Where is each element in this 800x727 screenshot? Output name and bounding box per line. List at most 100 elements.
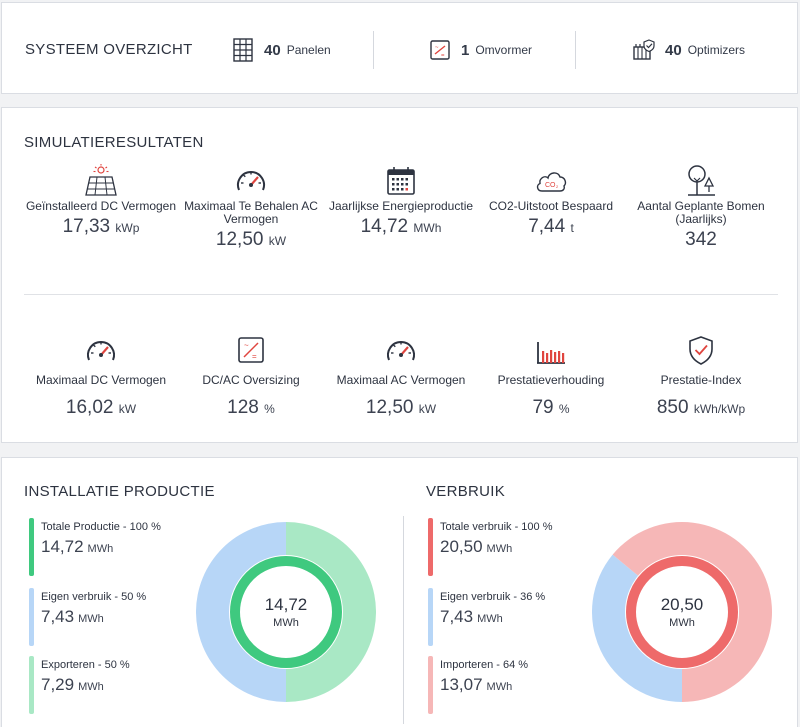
solar-panel-grid-icon xyxy=(233,38,253,62)
section-divider xyxy=(24,294,778,295)
inverters-label: Omvormer xyxy=(475,43,533,57)
metric-performance-index: Prestatie-Index 850 kWh/kWp xyxy=(622,334,780,419)
metric-dc-ac-oversizing: ~ = DC/AC Oversizing 128 % xyxy=(172,334,330,419)
panels-count: 40 xyxy=(264,41,281,59)
svg-text:2: 2 xyxy=(556,184,559,189)
metric-max-dc: Maximaal DC Vermogen 16,02 kW xyxy=(22,334,180,419)
divider xyxy=(575,31,576,69)
simulation-title: SIMULATIERESULTATEN xyxy=(24,134,204,151)
metric-label: Prestatie-Index xyxy=(660,373,742,387)
production-consumption-card: INSTALLATIE PRODUCTIE VERBRUIK Totale Pr… xyxy=(1,457,798,727)
svg-text:CO: CO xyxy=(545,182,556,189)
donut-segment-0[interactable] xyxy=(592,554,682,702)
inverter-icon: ~ = xyxy=(430,40,450,60)
metric-label: CO2-Uitstoot Bespaard xyxy=(488,199,614,213)
optimizers-label: Optimizers xyxy=(687,43,746,57)
svg-text:~: ~ xyxy=(244,341,249,350)
metric-annual-production: Jaarlijkse Energieproductie 14,72 MWh xyxy=(322,164,480,238)
legend-value: 13,07 MWh xyxy=(440,675,513,694)
metric-label: Prestatieverhouding xyxy=(497,373,605,387)
metric-value: 12,50 kW xyxy=(215,229,287,250)
metric-value: 79 % xyxy=(532,397,570,418)
consumption-title: VERBRUIK xyxy=(426,483,506,500)
bar-chart-icon xyxy=(537,342,565,364)
donut-segment-1[interactable] xyxy=(286,522,376,702)
optimizers-count: 40 xyxy=(665,41,682,59)
legend-label: Exporteren - 50 % xyxy=(41,659,130,671)
legend-color-bar xyxy=(29,588,34,646)
svg-text:~: ~ xyxy=(435,45,439,51)
legend-color-bar xyxy=(428,656,433,714)
inverters-stat: ~ = 1 Omvormer xyxy=(427,34,532,66)
metric-value: 128 % xyxy=(227,397,275,418)
consumption-donut-center: 20,50 MWh xyxy=(660,595,704,629)
optimizer-icon xyxy=(633,39,655,60)
simulation-results-card: SIMULATIERESULTATEN Geïnstalleerd DC Ver… xyxy=(1,107,798,443)
metric-trees-planted: Aantal Geplante Bomen (Jaarlijks) 342 xyxy=(622,164,780,251)
legend-color-bar xyxy=(428,588,433,646)
svg-text:=: = xyxy=(441,53,445,59)
legend-label: Totale verbruik - 100 % xyxy=(440,521,553,533)
metric-value: 14,72 MWh xyxy=(360,216,442,237)
legend-self-consumption: Eigen verbruik - 36 % 7,43 MWh xyxy=(428,588,545,646)
metric-value: 17,33 kWp xyxy=(62,216,140,237)
divider xyxy=(373,31,374,69)
metric-performance-ratio: Prestatieverhouding 79 % xyxy=(472,334,630,419)
legend-value: 7,29 MWh xyxy=(41,675,104,694)
legend-self-consumption: Eigen verbruik - 50 % 7,43 MWh xyxy=(29,588,146,646)
legend-color-bar xyxy=(428,518,433,576)
divider xyxy=(403,516,404,724)
metric-label: Maximaal DC Vermogen xyxy=(35,373,167,387)
production-donut-center: 14,72 MWh xyxy=(264,595,308,629)
svg-text:=: = xyxy=(252,352,257,361)
inverters-count: 1 xyxy=(461,41,470,59)
solar-panel-icon xyxy=(85,164,117,196)
legend-label: Importeren - 64 % xyxy=(440,659,529,671)
legend-total-production: Totale Productie - 100 % 14,72 MWh xyxy=(29,518,161,576)
consumption-donut-chart xyxy=(592,522,772,702)
metric-value: 7,44 t xyxy=(528,216,574,237)
metric-label: Maximaal AC Vermogen xyxy=(336,373,466,387)
legend-label: Eigen verbruik - 50 % xyxy=(41,591,147,603)
production-donut-chart xyxy=(196,522,376,702)
legend-label: Eigen verbruik - 36 % xyxy=(440,591,546,603)
metric-label: Maximaal Te Behalen AC Vermogen xyxy=(184,199,318,226)
system-overview-card: SYSTEEM OVERZICHT 40 Panelen ~ = 1 Omvor… xyxy=(1,2,798,94)
legend-export: Exporteren - 50 % 7,29 MWh xyxy=(29,656,130,714)
metric-value: 16,02 kW xyxy=(65,397,137,418)
metric-max-ac: Maximaal AC Vermogen 12,50 kW xyxy=(322,334,480,419)
donut-total-ring xyxy=(230,556,342,668)
optimizers-stat: 40 Optimizers xyxy=(631,34,745,66)
metric-label: DC/AC Oversizing xyxy=(202,373,300,387)
donut-total-ring xyxy=(626,556,738,668)
metric-value: 850 kWh/kWp xyxy=(656,397,746,418)
calendar-icon xyxy=(387,167,415,195)
gauge-icon xyxy=(237,171,265,191)
shield-check-icon xyxy=(689,336,713,365)
donut-segment-0[interactable] xyxy=(196,522,286,702)
inverter-icon: ~ = xyxy=(238,337,264,363)
metric-co2-saved: CO 2 CO2-Uitstoot Bespaard 7,44 t xyxy=(472,164,630,238)
production-title: INSTALLATIE PRODUCTIE xyxy=(24,483,215,500)
legend-label: Totale Productie - 100 % xyxy=(41,521,161,533)
metric-installed-dc: Geïnstalleerd DC Vermogen 17,33 kWp xyxy=(22,164,180,238)
co2-cloud-icon: CO 2 xyxy=(536,172,567,192)
panels-label: Panelen xyxy=(286,43,331,57)
metric-value: 342 xyxy=(685,229,717,250)
legend-value: 7,43 MWh xyxy=(41,607,104,626)
legend-color-bar xyxy=(29,518,34,576)
legend-color-bar xyxy=(29,656,34,714)
legend-value: 20,50 MWh xyxy=(440,537,513,556)
trees-icon xyxy=(688,165,715,196)
gauge-icon xyxy=(387,341,415,361)
panels-stat: 40 Panelen xyxy=(230,34,331,66)
metric-label: Jaarlijkse Energieproductie xyxy=(328,199,474,213)
metric-label: Geïnstalleerd DC Vermogen xyxy=(25,199,177,213)
gauge-icon xyxy=(87,341,115,361)
metric-value: 12,50 kW xyxy=(365,397,437,418)
legend-total-consumption: Totale verbruik - 100 % 20,50 MWh xyxy=(428,518,553,576)
metric-label: Aantal Geplante Bomen (Jaarlijks) xyxy=(637,199,765,226)
system-overview-title: SYSTEEM OVERZICHT xyxy=(25,41,193,58)
legend-value: 14,72 MWh xyxy=(41,537,114,556)
donut-segment-1[interactable] xyxy=(612,522,772,702)
